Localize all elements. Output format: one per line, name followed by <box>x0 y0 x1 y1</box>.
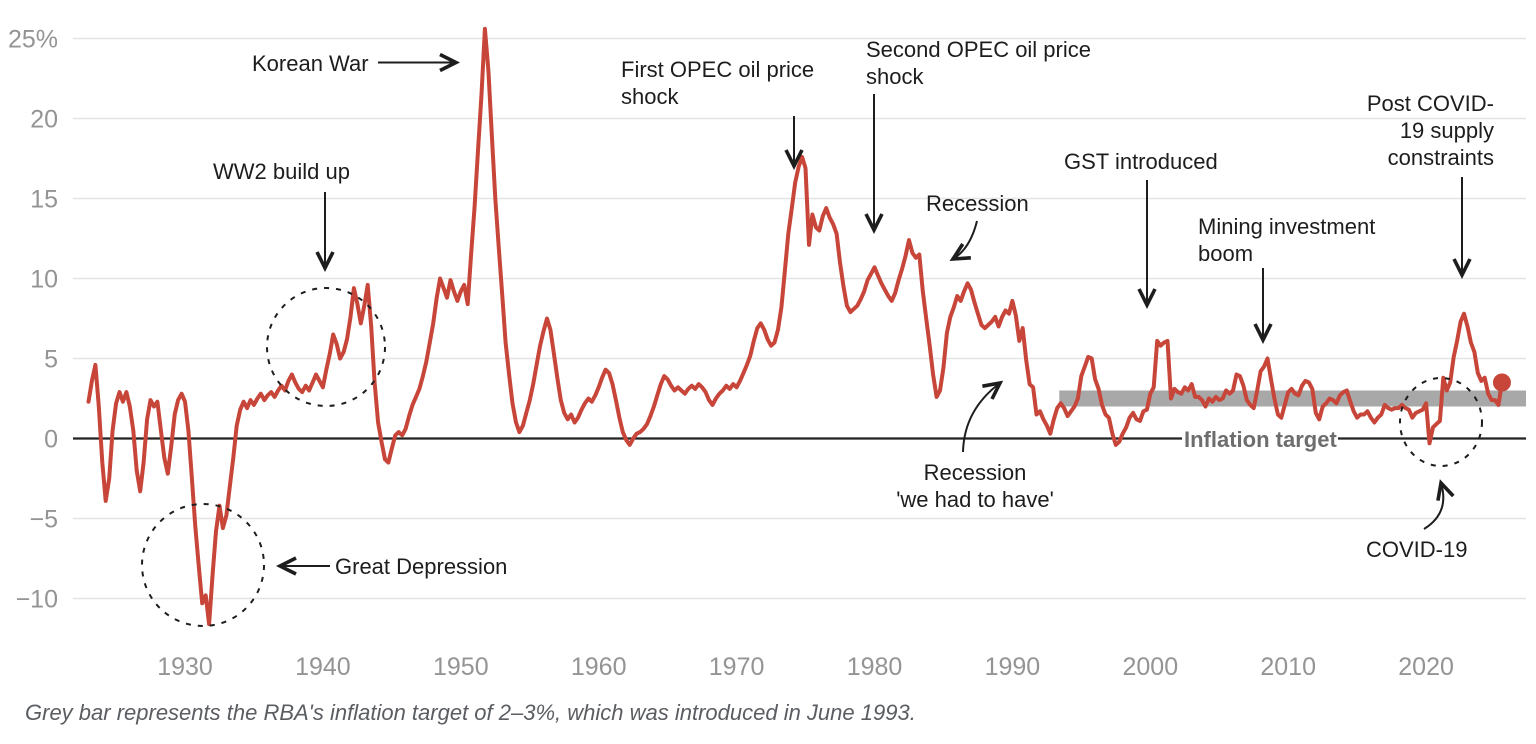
annotation-mining-investment-boom: Mining investment boom <box>1198 213 1375 267</box>
annotation-line: constraints <box>1387 145 1494 170</box>
recession-1980s-arrow <box>953 220 978 259</box>
x-axis-tick-label: 1950 <box>433 653 489 681</box>
annotation-overlay <box>141 63 1483 627</box>
annotation-line: Mining investment <box>1198 214 1376 239</box>
y-axis-tick-label: 0 <box>44 426 58 454</box>
great-depression-circle <box>141 503 265 627</box>
annotation-line: 19 supply <box>1399 118 1494 143</box>
y-axis-tick-label: 10 <box>30 266 58 294</box>
annotation-line: Second OPEC oil price <box>866 37 1091 62</box>
annotation-line: First OPEC oil price <box>621 57 815 82</box>
inflation-target-band-label: Inflation target <box>1184 426 1337 453</box>
annotation-post-covid-supply-constraints: Post COVID- 19 supply constraints <box>1349 90 1494 171</box>
annotation-line: GST introduced <box>1064 149 1218 174</box>
chart-footnote: Grey bar represents the RBA's inflation … <box>25 700 916 725</box>
annotation-covid-19: COVID-19 <box>1366 536 1467 563</box>
annotation-first-opec-shock: First OPEC oil price shock <box>621 56 814 110</box>
x-axis-tick-label: 1940 <box>295 653 351 681</box>
annotation-line: shock <box>621 84 679 109</box>
annotation-korean-war: Korean War <box>252 50 369 77</box>
ww2-circle <box>266 287 386 407</box>
x-axis-tick-label: 1930 <box>157 653 213 681</box>
annotation-line: 'we had to have' <box>896 487 1054 512</box>
annotation-line: Recession <box>926 191 1029 216</box>
y-axis-tick-label: 25% <box>8 26 58 54</box>
annotation-line: boom <box>1198 241 1254 266</box>
x-axis-tick-label: 2020 <box>1398 653 1454 681</box>
annotation-line: shock <box>866 64 924 89</box>
annotation-line: Korean War <box>252 51 369 76</box>
x-axis-tick-label: 2000 <box>1122 653 1178 681</box>
inflation-series-line <box>86 26 1504 627</box>
y-axis-tick-label: 20 <box>30 106 58 134</box>
annotation-line: Inflation target <box>1184 427 1337 452</box>
x-axis-tick-label: 1970 <box>709 653 765 681</box>
annotation-gst-introduced: GST introduced <box>1064 148 1218 175</box>
covid-arrow <box>1423 483 1443 530</box>
annotation-line: COVID-19 <box>1366 537 1468 562</box>
x-axis-tick-label: 1960 <box>571 653 627 681</box>
y-axis-tick-label: −10 <box>16 586 58 614</box>
x-axis-tick-label: 2010 <box>1260 653 1316 681</box>
recession-we-had-to-have-arrow <box>962 383 1000 453</box>
annotation-ww2-build-up: WW2 build up <box>213 158 350 185</box>
inflation-target-band <box>1059 390 1526 407</box>
x-axis-tick-label: 1980 <box>847 653 903 681</box>
annotation-line: Post COVID- <box>1366 91 1494 116</box>
annotation-great-depression: Great Depression <box>335 553 507 580</box>
annotation-line: Recession <box>923 460 1027 485</box>
annotation-recession-we-had-to-have: Recession 'we had to have' <box>877 459 1073 513</box>
y-axis-tick-label: −5 <box>29 506 58 534</box>
x-axis-tick-label: 1990 <box>985 653 1041 681</box>
series-end-dot <box>1492 373 1511 392</box>
covid-circle <box>1399 377 1483 467</box>
annotation-line: WW2 build up <box>213 159 350 184</box>
annotation-line: Great Depression <box>335 554 508 579</box>
annotation-second-opec-shock: Second OPEC oil price shock <box>866 36 1091 90</box>
y-axis-tick-label: 15 <box>30 186 58 214</box>
annotation-recession-1980s: Recession <box>926 190 1029 217</box>
y-axis-tick-label: 5 <box>44 346 58 374</box>
